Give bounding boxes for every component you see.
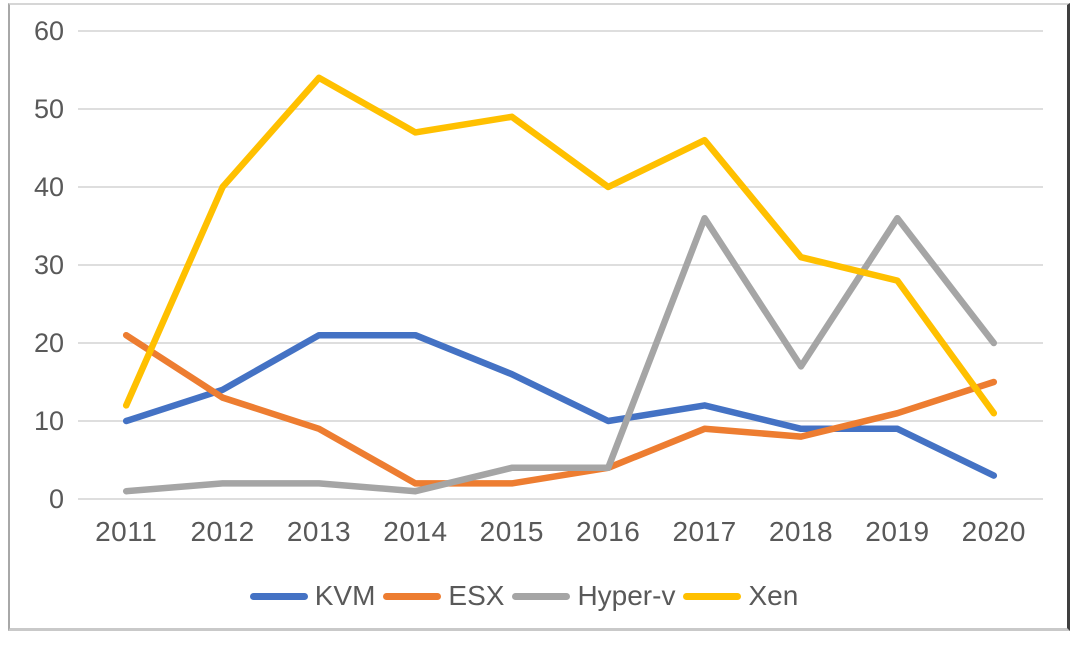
legend-label: Hyper-v (577, 580, 676, 611)
x-axis-label-2019: 2019 (865, 516, 929, 547)
series-line-xen (122, 74, 998, 417)
y-axis-label-30: 30 (34, 250, 64, 280)
legend-item-kvm: KVM (249, 580, 376, 611)
y-axis-label-20: 20 (34, 328, 64, 358)
legend-label: KVM (314, 580, 376, 611)
x-axis-label-2013: 2013 (287, 516, 351, 547)
y-axis-label-40: 40 (34, 172, 64, 202)
series-line-esx (122, 331, 998, 487)
legend-item-xen: Xen (683, 582, 798, 610)
y-axis-label-10: 10 (34, 406, 64, 436)
x-axis-label-2015: 2015 (480, 516, 544, 547)
x-axis-label-2014: 2014 (383, 516, 447, 547)
y-axis-label-50: 50 (34, 94, 64, 124)
x-axis-label-2017: 2017 (672, 516, 736, 547)
y-axis-label-60: 60 (34, 16, 64, 46)
series-line-hyper-v (122, 214, 998, 495)
legend-label: Xen (748, 580, 799, 611)
x-axis-label-2020: 2020 (962, 516, 1026, 547)
x-axis-label-2011: 2011 (95, 516, 157, 547)
chart-border-frame (8, 3, 1070, 631)
x-axis-label-2016: 2016 (576, 516, 640, 547)
legend-marker-xen (683, 592, 742, 600)
legend-item-hyper-v: Hyper-v (512, 582, 675, 610)
chart-legend: KVM ESX Hyper-v Xen (0, 582, 1048, 610)
legend-marker-hyper-v (512, 592, 571, 600)
y-axis-label-0: 0 (49, 484, 64, 514)
x-axis-label-2018: 2018 (769, 516, 833, 547)
legend-marker-esx (383, 592, 442, 600)
legend-item-esx: ESX (383, 582, 504, 610)
series-line-kvm (122, 331, 998, 479)
legend-marker-kvm (249, 592, 308, 600)
x-axis-label-2012: 2012 (190, 516, 254, 547)
legend-label: ESX (448, 580, 505, 611)
